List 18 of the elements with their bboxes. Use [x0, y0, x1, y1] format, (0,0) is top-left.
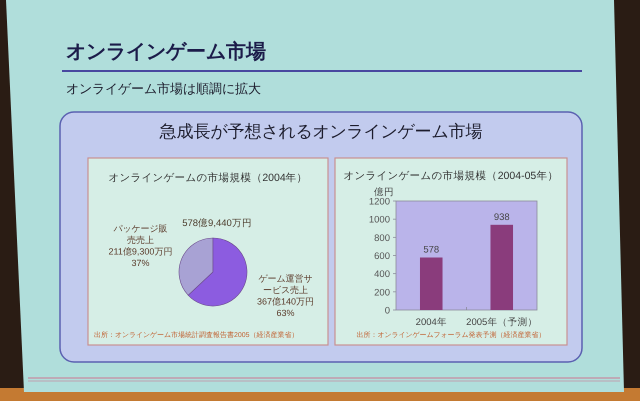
- y-tick-label: 600: [374, 251, 390, 262]
- text: オンラインゲーム市場: [66, 40, 266, 63]
- chart-title: オンラインゲームの市場規模（2004-05年）: [344, 169, 558, 182]
- data-label: 938: [494, 212, 510, 223]
- y-tick-label: 1200: [368, 196, 390, 208]
- y-tick-label: 400: [374, 269, 390, 280]
- y-tick-label: 1000: [368, 214, 390, 226]
- text: 急成長が予想されるオンラインゲーム市場: [158, 122, 482, 141]
- text: オンライゲーム市場は順調に拡大: [66, 81, 261, 96]
- chart-title: オンラインゲームの市場規模（2004年）: [108, 171, 308, 184]
- data-label: 578: [423, 244, 440, 256]
- y-axis-title: 億円: [374, 186, 394, 198]
- y-tick-label: 800: [374, 232, 390, 244]
- x-tick-label: 2005年（予測）: [466, 316, 538, 328]
- y-tick-label: 0: [384, 306, 390, 316]
- y-tick-label: 200: [374, 287, 390, 298]
- x-tick-label: 2004年: [416, 316, 447, 328]
- text: 578億9,440万円: [182, 217, 252, 229]
